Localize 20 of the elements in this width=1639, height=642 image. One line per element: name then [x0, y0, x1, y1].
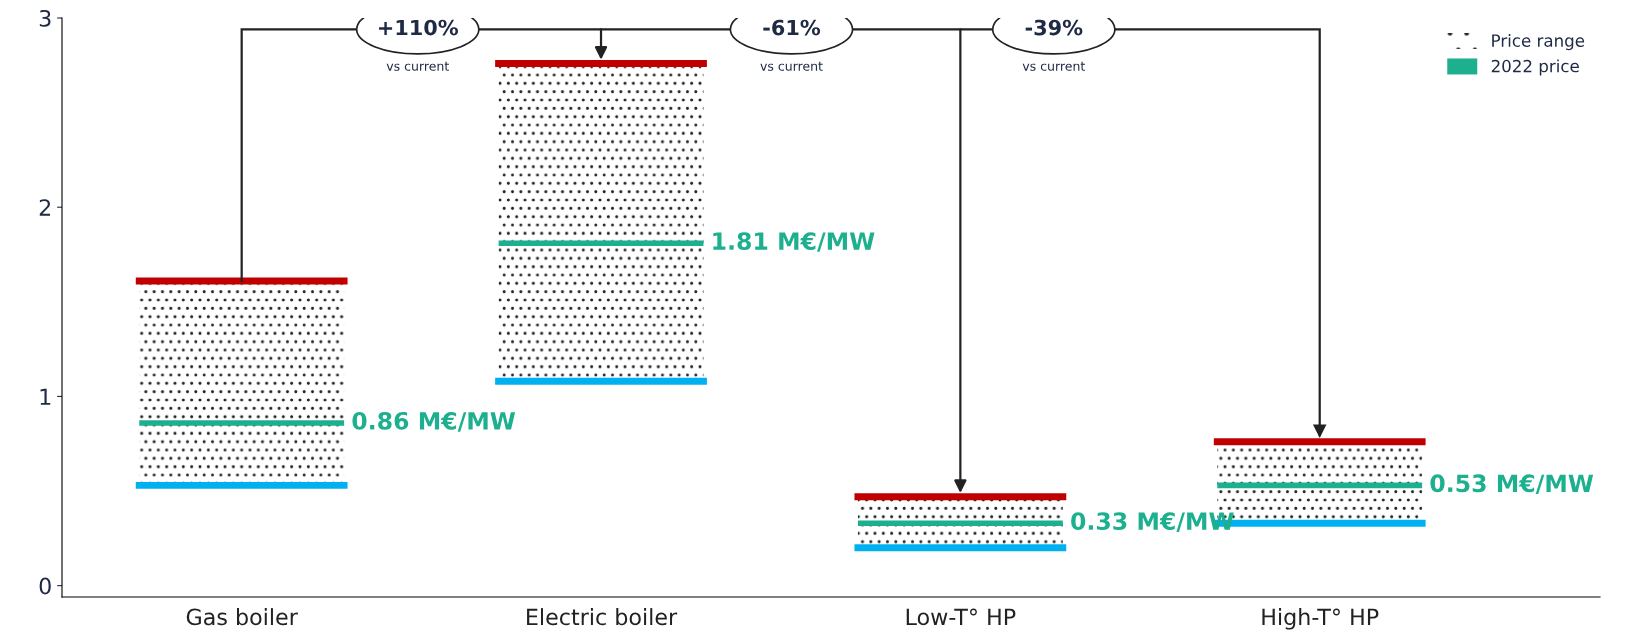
- x-tick-label: High-T° HP: [1262, 608, 1379, 630]
- y-tick-label: 0: [39, 577, 51, 595]
- x-tick-label: Electric boiler: [527, 608, 678, 626]
- text: 0.33 M€/MW: [1071, 512, 1234, 532]
- annotation: -39%: [1025, 19, 1083, 36]
- text: 1.81 M€/MW: [713, 232, 875, 252]
- text: 0.86 M€/MW: [352, 411, 516, 432]
- annotation: -61%: [763, 19, 821, 36]
- y-tick-label: 2: [39, 199, 51, 216]
- y-tick-label: 3: [39, 9, 51, 27]
- x-tick-label: Gas boiler: [186, 608, 298, 626]
- text: 0.53 M€/MW: [1430, 474, 1594, 495]
- text: 2022 price: [1491, 59, 1579, 76]
- annotation: vs current: [1022, 61, 1085, 71]
- y-tick-label: 1: [40, 388, 51, 405]
- annotation: vs current: [760, 61, 823, 71]
- x-tick-label: Low-T° HP: [906, 608, 1016, 626]
- annotation: +110%: [379, 19, 458, 36]
- text: Price range: [1492, 34, 1585, 51]
- annotation: vs current: [386, 61, 449, 71]
